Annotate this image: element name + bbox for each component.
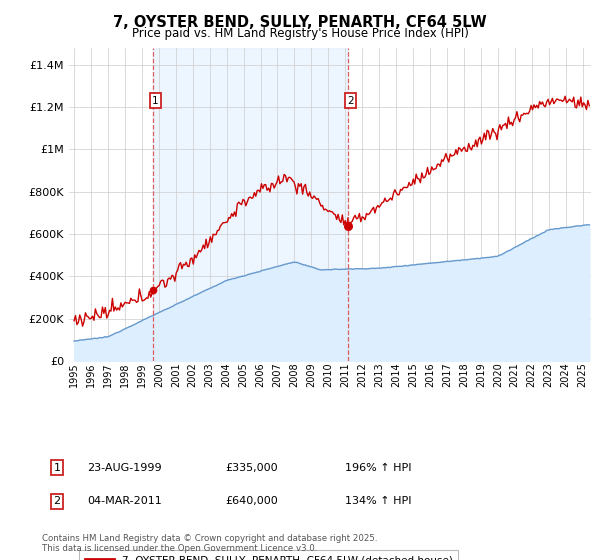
Text: Price paid vs. HM Land Registry's House Price Index (HPI): Price paid vs. HM Land Registry's House … xyxy=(131,27,469,40)
Text: 1: 1 xyxy=(53,463,61,473)
Text: 2: 2 xyxy=(53,496,61,506)
Text: Contains HM Land Registry data © Crown copyright and database right 2025.
This d: Contains HM Land Registry data © Crown c… xyxy=(42,534,377,553)
Text: 7, OYSTER BEND, SULLY, PENARTH, CF64 5LW: 7, OYSTER BEND, SULLY, PENARTH, CF64 5LW xyxy=(113,15,487,30)
Bar xyxy=(153,48,348,361)
Text: 23-AUG-1999: 23-AUG-1999 xyxy=(87,463,161,473)
Text: £335,000: £335,000 xyxy=(225,463,278,473)
Text: £640,000: £640,000 xyxy=(225,496,278,506)
Legend: 7, OYSTER BEND, SULLY, PENARTH, CF64 5LW (detached house), HPI: Average price, d: 7, OYSTER BEND, SULLY, PENARTH, CF64 5LW… xyxy=(79,550,458,560)
Text: 04-MAR-2011: 04-MAR-2011 xyxy=(87,496,162,506)
Text: 134% ↑ HPI: 134% ↑ HPI xyxy=(345,496,412,506)
Text: 1: 1 xyxy=(152,96,158,106)
Text: 196% ↑ HPI: 196% ↑ HPI xyxy=(345,463,412,473)
Text: 2: 2 xyxy=(347,96,354,106)
